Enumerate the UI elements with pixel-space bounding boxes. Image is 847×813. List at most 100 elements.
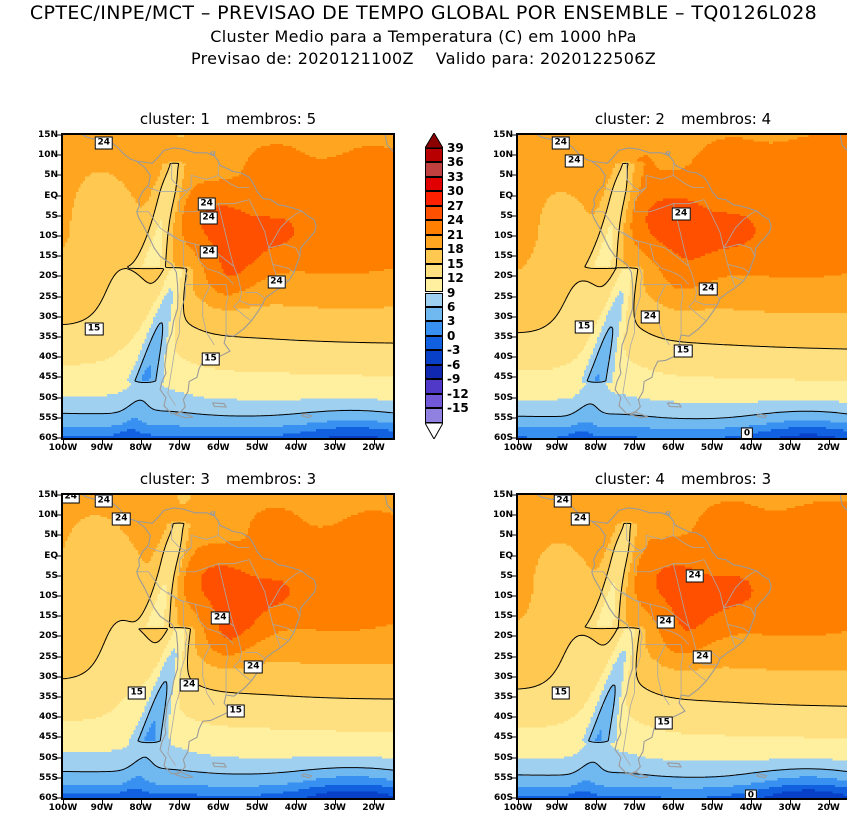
contour-label-24: 24 [199,245,218,259]
map-plot-area: 24 24 24 24 24 15 15 0 [516,493,847,800]
x-tick-mark [595,440,597,445]
colorbar-band [425,205,443,221]
contour-label-24: 24 [698,282,718,296]
x-tick-mark [518,440,519,445]
y-axis-label: 15S [493,251,513,262]
x-axis-label: 40W [284,803,308,813]
y-tick-mark [511,514,516,516]
colorbar-band [425,408,443,423]
y-axis-label: 5S [500,210,513,221]
y-tick-mark [56,514,61,516]
colorbar-band [425,350,443,365]
colorbar-min-arrow [424,422,444,440]
cluster-number: 1 [200,110,210,128]
contour-label-24: 24 [551,136,570,150]
contour-label-0: 0 [744,789,758,798]
contour-label-24: 24 [570,512,590,526]
colorbar-band [425,393,443,409]
x-tick-mark [634,440,636,445]
x-axis-label: 70W [168,443,191,453]
y-tick-mark [56,676,61,678]
y-axis-label: 45S [38,732,58,743]
x-axis-label: 20W [817,443,840,453]
y-axis-label: 10N [492,150,513,161]
temperature-field [63,495,393,798]
y-axis-label: 10S [493,231,513,241]
colorbar-band [425,306,443,322]
membros-count: 3 [306,470,317,488]
x-axis-label: 100W [503,443,533,453]
x-axis-label: 20W [817,803,840,813]
y-tick-mark [56,316,61,318]
y-axis-label: 5N [499,530,513,541]
temperature-field [518,135,847,438]
y-tick-mark [511,174,516,176]
colorbar-tick-label: 15 [447,256,464,271]
y-tick-mark [56,757,61,759]
y-axis-label: 10S [38,231,58,241]
y-axis-label: 15N [492,490,513,500]
y-axis-label: 20S [38,271,58,282]
x-axis-label: 90W [90,443,114,453]
y-axis-label: 20S [38,631,58,642]
contour-label-24: 24 [63,495,81,504]
colorbar-tick-label: 24 [447,213,464,228]
y-tick-mark [56,777,61,779]
x-axis-label: 70W [623,443,646,453]
x-axis-label: 90W [90,803,114,813]
x-axis-label: 70W [168,803,191,813]
y-axis-label: 40S [38,352,58,363]
y-axis-label: 55S [38,412,58,423]
colorbar-tick-label: -6 [447,357,461,372]
x-axis-label: 80W [129,803,152,813]
panel-title-cluster-3: cluster: 3 membros: 3 [61,470,395,488]
x-tick-mark [257,440,259,445]
y-axis-label: 35S [493,332,513,342]
colorbar-tick-label: 0 [447,328,456,343]
forecast-run-time: Previsao de: 2020121100Z [190,49,414,68]
y-axis-label: 5S [45,210,58,221]
y-tick-mark [56,397,61,399]
y-axis-label: 10S [38,591,58,601]
y-axis-label: 10N [492,510,513,521]
y-axis-label: 40S [38,712,58,723]
title-line-2: Cluster Medio para a Temperatura (C) em … [210,27,637,46]
contour-label-15: 15 [201,352,220,366]
contour-label-15: 15 [574,320,594,334]
x-axis-label: 80W [584,803,607,813]
colorbar-tick-label: 3 [447,314,456,329]
y-tick-mark [56,275,61,277]
colorbar-band [425,263,443,279]
y-tick-mark [511,397,516,399]
colorbar-tick-label: -9 [447,372,461,387]
y-axis-label: 5N [499,170,513,181]
x-axis-label: 20W [362,443,385,453]
x-tick-mark [140,440,142,445]
x-tick-mark [179,440,181,445]
y-tick-mark [511,595,516,597]
colorbar-tick-label: -12 [447,386,469,401]
x-axis-label: 50W [700,803,724,813]
contour-label-24: 24 [671,207,691,221]
temperature-colorbar: 39 36 33 30 27 24 21 18 15 12 9 6 3 0 -3 -6 -9 -12 -15 [424,132,469,452]
x-axis-label: 30W [323,443,346,453]
contour-label-24: 24 [210,611,230,625]
cluster-label: cluster: [139,470,196,488]
colorbar-band [425,292,443,307]
x-axis-label: 100W [48,443,78,453]
y-axis-label: 45S [493,372,513,383]
y-axis-label: 10N [37,150,58,161]
y-tick-mark [56,235,61,237]
y-tick-mark [511,615,516,617]
y-tick-mark [56,134,61,136]
colorbar-band [425,234,443,250]
contour-label-15: 15 [226,704,246,718]
cluster-label: cluster: [139,110,196,128]
y-tick-mark [56,154,61,156]
title-line-1: CPTEC/INPE/MCT – PREVISAO DE TEMPO GLOBA… [29,2,818,24]
cluster-number: 3 [200,470,210,488]
membros-label: membros: [680,470,757,488]
y-axis-label: 35S [38,692,58,702]
colorbar-band [425,148,443,163]
contour-label-15: 15 [673,344,693,358]
